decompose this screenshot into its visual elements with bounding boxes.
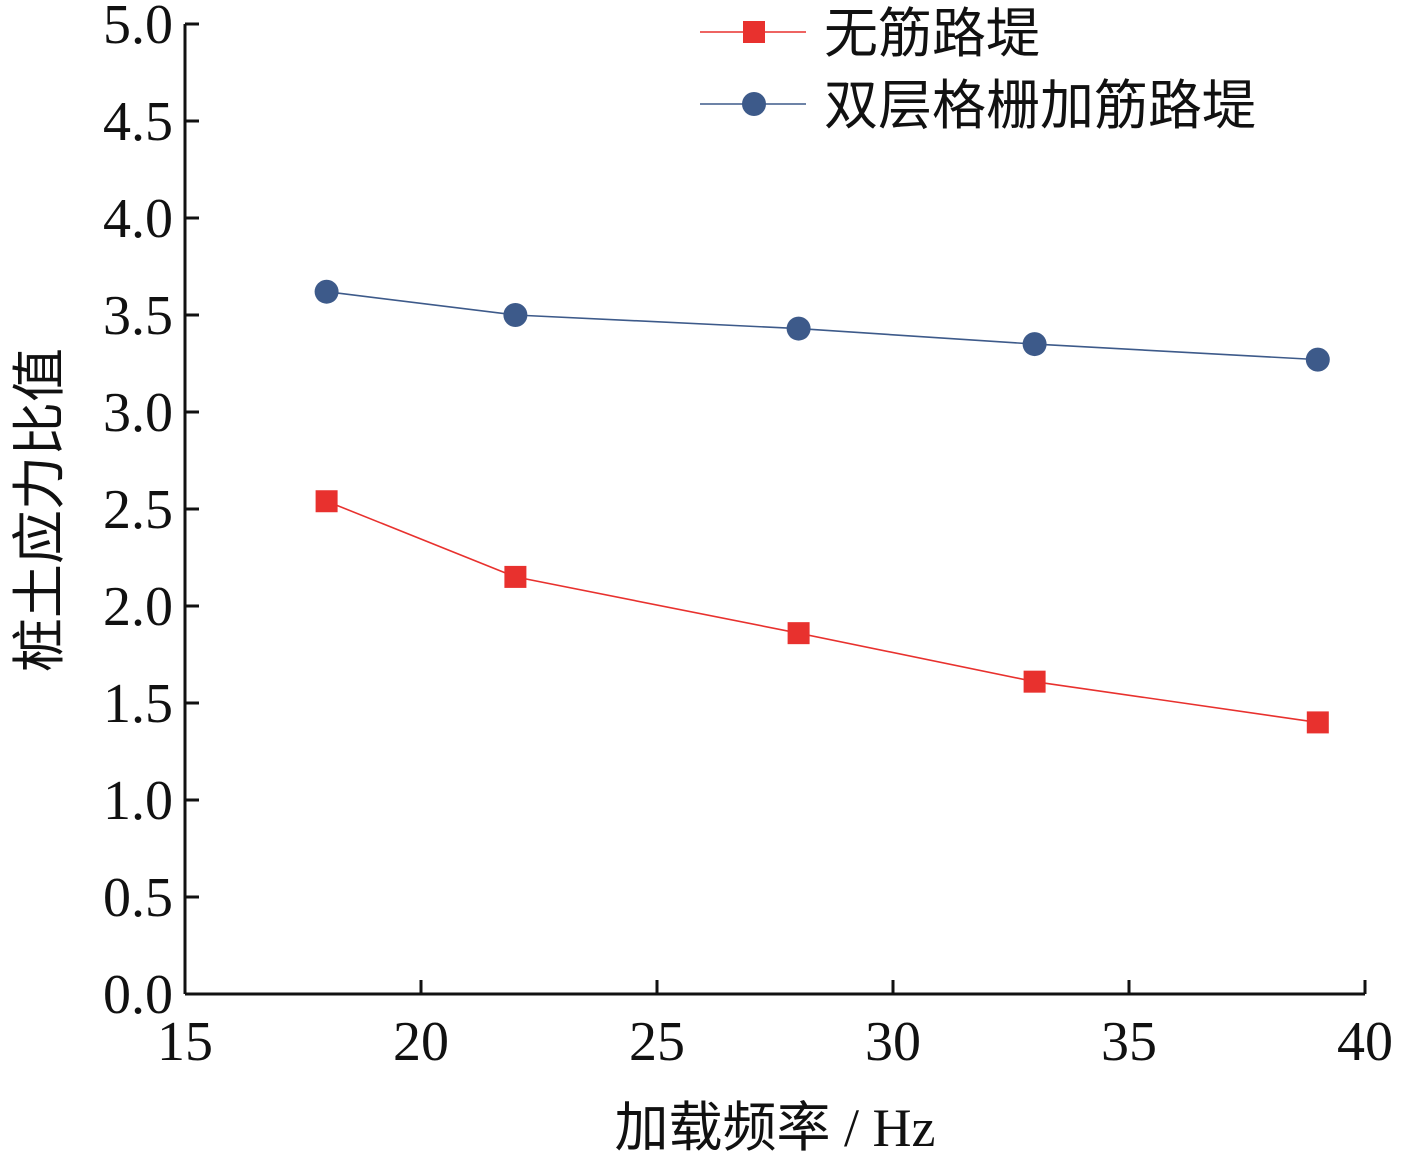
data-point-square — [504, 565, 527, 588]
data-point-circle — [1305, 347, 1330, 372]
y-tick-label: 5.0 — [103, 0, 173, 56]
axes — [183, 24, 1365, 996]
y-tick-label: 2.0 — [103, 576, 173, 638]
x-tick-label: 25 — [629, 1011, 685, 1073]
series-line-1 — [326, 290, 1318, 361]
data-point-square — [787, 622, 810, 645]
y-tick-label: 3.5 — [103, 285, 173, 347]
data-point-circle — [1022, 332, 1047, 357]
legend-label-0: 无筋路堤 — [824, 4, 1040, 64]
x-tick-label: 40 — [1337, 1011, 1393, 1073]
x-tick-label: 30 — [865, 1011, 921, 1073]
y-tick-label: 2.5 — [103, 479, 173, 541]
data-point-circle — [503, 303, 528, 327]
data-point-circle — [786, 316, 811, 341]
y-tick-label: 4.5 — [103, 91, 173, 153]
y-axis-title: 桩土应力比值 — [10, 348, 70, 672]
y-tick-label: 1.0 — [103, 770, 173, 832]
legend-marker-circle — [742, 92, 766, 116]
series-layer — [314, 279, 1330, 734]
y-tick-label: 0.0 — [103, 964, 173, 1026]
y-tick-label: 1.5 — [103, 673, 173, 735]
y-axis-ticks: 0.0 0.5 1.0 1.5 2.0 2.5 3.0 3.5 4.0 4.5 5.0 — [103, 0, 199, 1026]
x-tick-label: 35 — [1101, 1011, 1157, 1073]
x-tick-label: 15 — [157, 1011, 213, 1073]
x-axis-title: 加载频率 / Hz — [615, 1098, 936, 1155]
data-point-square — [1023, 670, 1046, 693]
x-tick-label: 20 — [393, 1011, 449, 1073]
legend-marker-square — [743, 21, 765, 43]
legend-label-1: 双层格栅加筋路堤 — [824, 76, 1256, 136]
y-tick-label: 3.0 — [103, 382, 173, 444]
data-point-circle — [314, 279, 339, 304]
y-tick-label: 0.5 — [103, 867, 173, 929]
y-tick-label: 4.0 — [103, 188, 173, 250]
x-axis-ticks: 15 20 25 30 35 40 — [157, 980, 1393, 1073]
data-point-square — [315, 490, 338, 513]
series-line-0 — [326, 500, 1318, 724]
data-point-square — [1306, 711, 1329, 734]
